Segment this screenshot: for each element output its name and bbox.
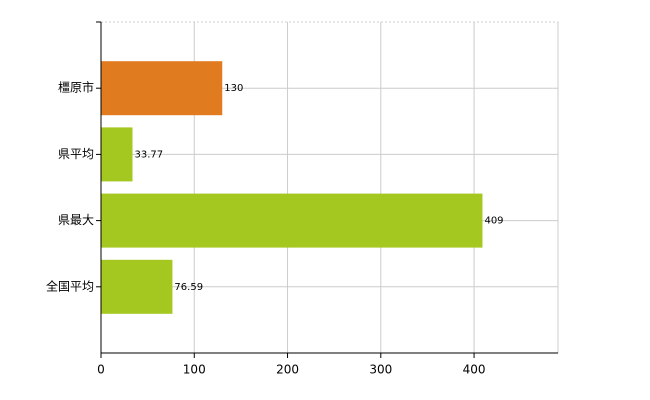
y-tick-label: 橿原市 [58, 80, 94, 95]
bar [101, 193, 483, 248]
value-label: 76.59 [174, 282, 203, 293]
x-tick-label: 300 [369, 363, 392, 377]
x-tick-label: 200 [276, 363, 299, 377]
value-label: 33.77 [134, 149, 163, 160]
x-tick-label: 400 [463, 363, 486, 377]
bar [101, 61, 223, 116]
value-label: 409 [484, 216, 503, 227]
y-tick-label: 県平均 [58, 147, 94, 161]
bar [101, 127, 133, 182]
value-label: 130 [224, 83, 243, 94]
y-tick-label: 全国平均 [46, 278, 94, 293]
bar [101, 259, 173, 314]
y-tick-label: 県最大 [58, 213, 94, 227]
x-tick-label: 0 [97, 363, 105, 377]
x-tick-label: 100 [183, 363, 206, 377]
